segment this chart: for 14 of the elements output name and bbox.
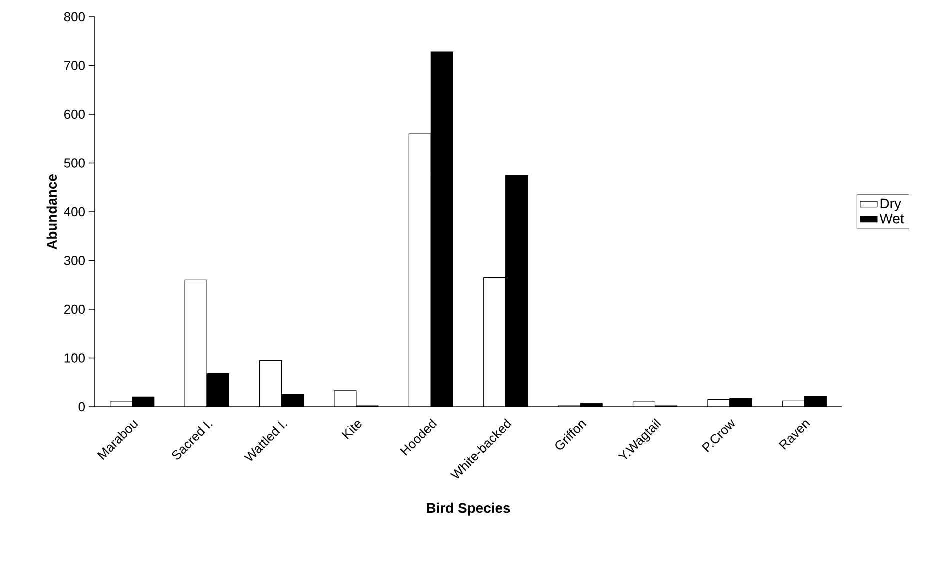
y-tick-label: 0 (78, 402, 85, 412)
y-tick-label: 600 (64, 110, 85, 120)
y-tick-label: 300 (64, 256, 85, 266)
y-tick-label: 500 (64, 158, 85, 168)
y-tick-label: 800 (64, 12, 85, 22)
x-axis-title: Bird Species (427, 502, 510, 516)
legend-label: Dry (880, 198, 902, 212)
y-tick-label: 400 (64, 207, 85, 217)
y-axis-title: Abundance (46, 174, 58, 250)
y-tick-label: 700 (64, 61, 85, 70)
legend-label: Wet (880, 214, 904, 224)
x-tick-label: Kite (342, 421, 362, 440)
y-tick-label: 100 (64, 354, 85, 363)
y-tick-label: 200 (64, 304, 85, 314)
